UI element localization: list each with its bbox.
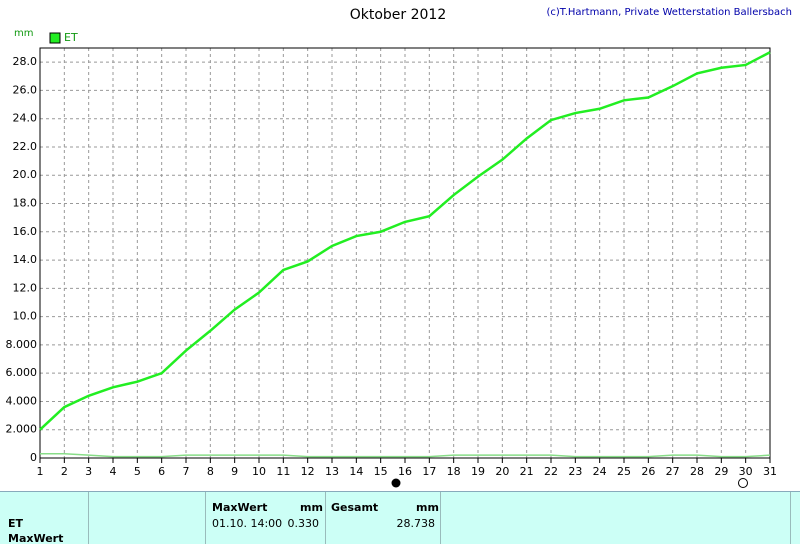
y-tick-label: 18.0 [13,197,38,210]
x-tick-label: 15 [374,465,388,478]
y-tick-label: 22.0 [13,140,38,153]
y-tick-label: 28.0 [13,55,38,68]
x-tick-label: 17 [422,465,436,478]
x-tick-label: 2 [61,465,68,478]
x-tick-label: 21 [520,465,534,478]
x-tick-label: 26 [641,465,655,478]
x-tick-label: 28 [690,465,704,478]
header-cell: mm [416,501,439,514]
legend-swatch [49,32,61,44]
x-tick-label: 24 [593,465,607,478]
y-tick-label: 6.000 [6,366,38,379]
chart-title: Oktober 2012 [350,7,447,23]
x-tick-label: 19 [471,465,485,478]
x-tick-label: 30 [739,465,753,478]
x-tick-label: 25 [617,465,631,478]
cell: 0.330 [287,517,320,530]
x-tick-label: 29 [714,465,728,478]
y-tick-label: 0 [30,451,37,464]
y-tick-label: 12.0 [13,281,38,294]
x-tick-label: 14 [349,465,363,478]
moon-icon [738,478,748,488]
header-cell: Gesamt [331,501,379,514]
legend-label: ET [64,31,78,44]
y-tick-label: 20.0 [13,168,38,181]
x-tick-label: 6 [158,465,165,478]
x-tick-label: 9 [231,465,238,478]
y-tick-label: 10.0 [13,310,38,323]
x-tick-label: 1 [37,465,44,478]
header-cell: mm [300,501,323,514]
chart: Oktober 2012 (c)T.Hartmann, Private Wett… [6,7,792,488]
x-tick-label: 31 [763,465,777,478]
cell: 01.10. 14:00 [212,517,283,530]
y-tick-label: 4.000 [6,394,38,407]
x-tick-label: 8 [207,465,214,478]
row-label: MaxWert [8,532,64,545]
header-cell: MaxWert [212,501,268,514]
x-tick-label: 5 [134,465,141,478]
credit: (c)T.Hartmann, Private Wetterstation Bal… [546,7,792,18]
table: MaxWert mm Gesamt mm ET 01.10. 14:00 0.3… [0,491,800,545]
x-tick-label: 4 [110,465,117,478]
x-tick-label: 23 [568,465,582,478]
y-tick-label: 2.000 [6,423,38,436]
y-tick-label: 14.0 [13,253,38,266]
x-tick-label: 12 [301,465,315,478]
x-tick-label: 11 [276,465,290,478]
y-tick-label: 26.0 [13,83,38,96]
y-axis-label: mm [14,28,33,39]
y-tick-label: 8.000 [6,338,38,351]
x-tick-label: 3 [85,465,92,478]
moon-icon [391,478,401,488]
x-tick-label: 27 [666,465,680,478]
x-tick-label: 20 [495,465,509,478]
cell: 28.738 [396,517,436,530]
series-line [39,51,771,431]
x-tick-label: 7 [183,465,190,478]
plot-frame [39,47,771,459]
series-line [40,453,771,458]
x-tick-label: 16 [398,465,412,478]
x-tick-label: 13 [325,465,339,478]
x-tick-label: 18 [447,465,461,478]
row-label: ET [8,517,24,530]
y-tick-label: 24.0 [13,112,38,125]
y-tick-label: 16.0 [13,225,38,238]
x-tick-label: 10 [252,465,266,478]
x-tick-label: 22 [544,465,558,478]
